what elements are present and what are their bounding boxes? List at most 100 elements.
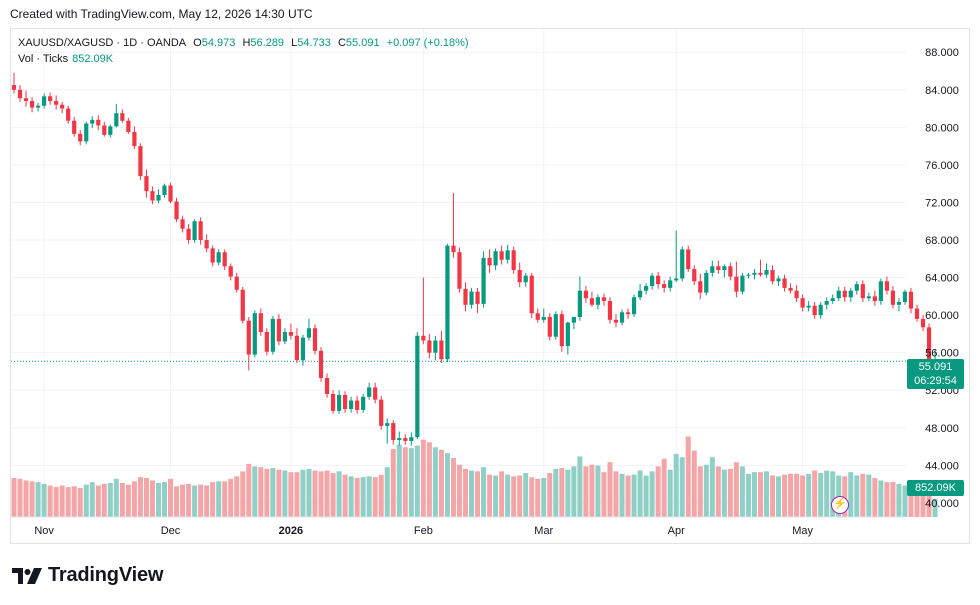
candle-body: [306, 328, 312, 338]
y-tick-label: 84.000: [925, 85, 959, 97]
volume-bar: [661, 458, 667, 517]
volume-bar: [613, 471, 619, 517]
volume-bar: [59, 485, 65, 517]
candle-body: [577, 290, 582, 317]
candle-body: [330, 393, 336, 411]
candle-body: [848, 290, 853, 298]
volume-bar: [607, 462, 613, 517]
candle-body: [836, 290, 841, 299]
volume-bar: [246, 463, 252, 517]
volume-bar: [481, 467, 487, 517]
volume-bar: [830, 471, 836, 517]
candle-body: [427, 340, 432, 353]
y-tick-label: 68.000: [925, 235, 959, 247]
volume-bar: [53, 487, 59, 517]
lightning-icon[interactable]: ⚡: [831, 496, 849, 514]
candle-body: [108, 126, 113, 135]
candle-body: [890, 290, 896, 305]
candle-body: [523, 275, 528, 283]
volume-bar: [354, 477, 360, 517]
volume-bar: [294, 472, 300, 517]
volume-bar: [691, 450, 697, 517]
grid-lines: [11, 29, 906, 517]
volume-bar: [155, 482, 161, 517]
volume-bar: [824, 470, 830, 517]
price-axis[interactable]: 40.00044.00048.00052.00056.00060.00064.0…: [925, 47, 959, 510]
candle-body: [692, 269, 697, 282]
candle-body: [210, 248, 215, 263]
volume-bar: [553, 468, 559, 517]
candle-body: [264, 332, 269, 352]
volume-bar: [240, 471, 246, 517]
candle-body: [240, 289, 245, 321]
candle-body: [204, 239, 209, 249]
volume-bar: [228, 478, 234, 517]
candle-body: [180, 219, 185, 229]
volume-bar: [258, 467, 264, 517]
legend-high-label: H: [242, 37, 251, 49]
legend-exchange: OANDA: [146, 37, 187, 49]
volume-bar: [499, 471, 505, 517]
candle-body: [583, 290, 588, 299]
candle-body: [680, 249, 685, 279]
candle-body: [788, 287, 793, 291]
legend-volume-label[interactable]: Vol · Ticks: [18, 53, 69, 65]
volume-bar: [342, 474, 348, 517]
current-price-tag: 55.091 06:29:54: [907, 359, 964, 389]
volume-bar: [812, 470, 818, 517]
volume-bar: [35, 482, 41, 517]
candle-body: [926, 327, 932, 363]
chart-frame[interactable]: 40.000 44.000 48.000 52.000 56.000 60.000 64.0…: [10, 28, 970, 544]
volume-bar: [438, 449, 444, 517]
y-tick-label: 44.000: [925, 460, 959, 472]
candle-body: [746, 274, 751, 276]
candle-body: [499, 251, 504, 260]
candle-body: [896, 301, 902, 305]
candle-body: [403, 438, 408, 441]
volume-bar: [65, 487, 71, 517]
x-tick-label: Feb: [414, 525, 433, 537]
candle-body: [589, 298, 595, 305]
candle-body: [668, 280, 673, 288]
volume-bar: [932, 498, 938, 517]
volume-bar: [860, 473, 866, 517]
volume-bar: [198, 484, 204, 517]
candle-body: [505, 250, 510, 260]
candle-body: [529, 275, 534, 314]
volume-bar: [884, 482, 890, 517]
candle-body: [156, 194, 161, 201]
tradingview-brand[interactable]: TradingView: [12, 564, 163, 587]
volume-bar: [378, 474, 384, 517]
volume-bar: [83, 484, 89, 517]
volume-bar: [559, 468, 565, 517]
legend-ohlc-row: XAUUSD/XAGUSD · 1D · OANDA O54.973 H56.2…: [18, 37, 469, 49]
candle-body: [168, 185, 173, 202]
volume-bar: [782, 474, 788, 517]
candle-body: [54, 101, 59, 105]
volume-bar: [751, 472, 757, 517]
candle-body: [722, 266, 727, 271]
volume-bar: [450, 458, 456, 517]
volume-bar: [511, 476, 517, 517]
candle-body: [276, 318, 281, 342]
candle-body: [23, 98, 29, 102]
x-tick-label: Nov: [34, 525, 54, 537]
volume-bar: [336, 471, 342, 517]
volume-bar: [667, 469, 673, 517]
candle-body: [619, 312, 625, 323]
candle-body: [192, 221, 197, 240]
candlestick-chart[interactable]: 40.00044.00048.00052.00056.00060.00064.0…: [11, 29, 969, 543]
volume-bar: [288, 472, 294, 517]
candle-body: [409, 437, 414, 441]
volume-bar: [131, 481, 137, 517]
candle-body: [752, 272, 757, 275]
candle-body: [246, 320, 251, 355]
time-axis[interactable]: Nov Dec 2026 Feb Mar Apr May: [11, 516, 906, 537]
candle-body: [794, 290, 799, 299]
volume-bar: [95, 485, 101, 517]
volume-bar: [854, 475, 860, 517]
legend-symbol[interactable]: XAUUSD/XAGUSD: [18, 37, 114, 49]
volume-bar: [878, 480, 884, 517]
candle-body: [914, 308, 920, 319]
volume-bar: [655, 466, 661, 517]
